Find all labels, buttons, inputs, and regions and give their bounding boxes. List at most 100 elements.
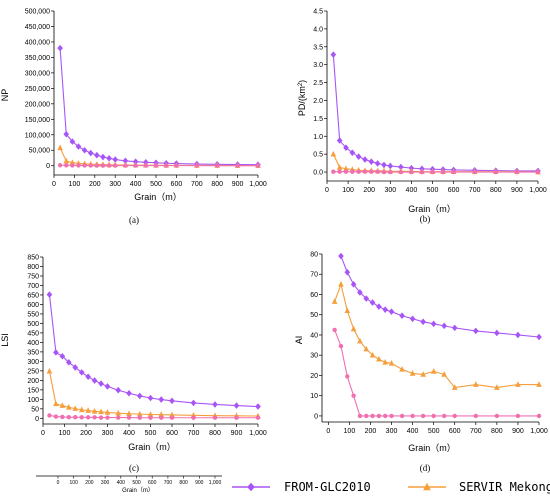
y-tick-label: 250: [27, 368, 39, 375]
y-tick-label: 450,000: [25, 24, 50, 31]
series-3-point: [420, 413, 426, 419]
series-2-point: [66, 404, 72, 410]
series-2-point: [57, 144, 63, 151]
y-tick-label: 700: [27, 283, 39, 290]
series-1-point: [158, 396, 165, 403]
series-3-point: [47, 413, 52, 418]
bottom-axis-tick-label: 900: [195, 480, 204, 486]
series-3-point: [100, 163, 106, 168]
series-1-point: [233, 402, 240, 409]
x-tick-label: 500: [427, 187, 439, 194]
series-3-point: [430, 169, 435, 175]
series-3-point: [370, 413, 375, 419]
series-2-point: [430, 368, 437, 374]
series-3-point: [356, 169, 361, 174]
series-1-point: [78, 369, 85, 376]
y-tick-label: 3.5: [313, 44, 323, 51]
y-axis-title-tail: ): [297, 80, 307, 83]
series-2-point: [350, 325, 357, 332]
series-2-point: [515, 381, 521, 387]
series-2-point: [382, 358, 389, 365]
y-tick-label: 350,000: [25, 55, 50, 62]
x-tick-label: 600: [171, 181, 183, 188]
series-1-point: [69, 138, 76, 145]
series-1-point: [398, 163, 404, 171]
y-tick-label: 750: [27, 273, 39, 280]
x-tick-label: 100: [69, 181, 81, 188]
series-3-point: [441, 413, 447, 419]
legend-label-1: FROM-GLC2010: [284, 480, 371, 494]
series-3-point: [133, 163, 138, 168]
series-3-point: [494, 413, 500, 419]
series-2-point: [420, 371, 426, 377]
series-1-point: [494, 329, 500, 337]
series-3-point: [535, 169, 541, 175]
series-1-point: [330, 51, 337, 58]
series-3-point: [79, 415, 84, 420]
y-tick-label: 350: [27, 349, 39, 356]
panel-a: 0 50,000 100,000 150,000 200,000 250,000 300,0…: [0, 9, 267, 226]
x-tick-label: 0: [41, 430, 45, 437]
series-1-point: [255, 403, 261, 410]
series-1-point: [122, 157, 129, 165]
series-1-point: [57, 44, 63, 52]
series-3-point: [126, 415, 132, 420]
bottom-axis: 0 100 200 300 400 500 600 700 800 900 1,000 Grain（m…: [36, 475, 222, 494]
series-2-point: [98, 408, 104, 415]
x-tick-label: 300: [102, 430, 114, 437]
series-1-point: [72, 364, 79, 371]
series-3-point: [472, 169, 477, 175]
series-3-point: [76, 163, 81, 168]
series-2-point: [72, 405, 79, 411]
y-tick-label: 500: [27, 321, 39, 328]
series-3-point: [410, 413, 415, 419]
series-3-point: [473, 413, 478, 419]
y-tick-label: 300: [27, 359, 39, 366]
series-2-point: [357, 337, 363, 344]
x-tick-label: 200: [80, 430, 92, 437]
series-3-point: [92, 415, 97, 420]
series-2-point: [126, 410, 132, 417]
y-axis-title: NP: [0, 89, 10, 102]
x-tick-label: 0: [52, 181, 56, 188]
bottom-axis-title: Grain（m）: [122, 487, 154, 494]
series-3-point: [375, 169, 380, 174]
series-1-point: [126, 389, 132, 397]
bottom-axis-tick-label: 700: [164, 480, 173, 486]
series-1-point: [94, 151, 100, 159]
series-2-point: [494, 384, 500, 390]
series-2-point: [78, 406, 85, 413]
x-tick-label: 200: [363, 187, 375, 194]
series-3-point: [148, 415, 153, 420]
series-1-point: [441, 322, 447, 330]
legend: FROM-GLC2010 SERVIR Mekong2010: [232, 480, 550, 494]
y-tick-label: 200,000: [25, 101, 50, 108]
series-1-point: [349, 149, 356, 157]
y-axis-title: LSI: [0, 333, 10, 347]
series-1-point: [369, 299, 376, 306]
series-3-point: [137, 415, 142, 420]
series-2-point: [158, 411, 165, 418]
y-tick-label: 250,000: [25, 86, 50, 93]
x-tick-label: 1,000: [249, 181, 267, 188]
x-tick-label: 700: [470, 428, 482, 435]
x-tick-label: 100: [59, 430, 71, 437]
y-tick-label: 1.5: [313, 116, 323, 123]
series-3-point: [493, 169, 498, 175]
x-tick-label: 0: [325, 187, 329, 194]
series-3-point: [123, 163, 128, 168]
series-1-point: [536, 333, 542, 341]
x-axis-title: Grain（m）: [408, 204, 456, 214]
x-tick-label: 500: [150, 181, 162, 188]
series-2-point: [59, 402, 66, 408]
series-2-point: [46, 367, 53, 374]
y-tick-label: 70: [310, 272, 318, 279]
series-1-point: [344, 268, 351, 276]
series-1-point: [451, 324, 458, 332]
panel-caption: (b): [420, 214, 431, 224]
y-tick-label: 0.5: [313, 152, 323, 159]
series-3-point: [381, 169, 387, 175]
x-tick-label: 500: [145, 430, 157, 437]
x-tick-label: 1,000: [249, 430, 267, 437]
